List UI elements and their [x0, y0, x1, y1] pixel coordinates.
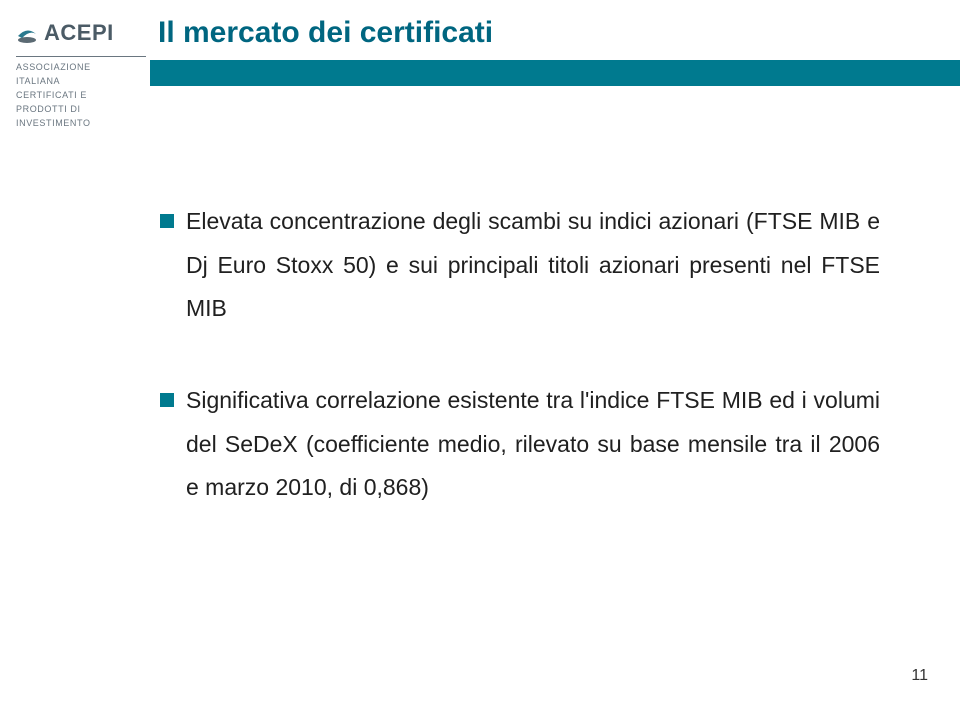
- logo-subtitle-line: ASSOCIAZIONE: [16, 61, 146, 75]
- bullet: Elevata concentrazione degli scambi su i…: [160, 200, 880, 331]
- content-area: Elevata concentrazione degli scambi su i…: [160, 200, 880, 558]
- bullet-text: Elevata concentrazione degli scambi su i…: [186, 200, 880, 331]
- logo-subtitle-line: CERTIFICATI E: [16, 89, 146, 103]
- slide: ACEPI ASSOCIAZIONE ITALIANA CERTIFICATI …: [0, 0, 960, 709]
- bullet-text: Significativa correlazione esistente tra…: [186, 379, 880, 510]
- header: Il mercato dei certificati: [150, 16, 960, 86]
- logo-subtitle-line: PRODOTTI DI: [16, 103, 146, 117]
- page-title: Il mercato dei certificati: [158, 16, 960, 50]
- page-number: 11: [911, 667, 928, 685]
- logo-block: ACEPI ASSOCIAZIONE ITALIANA CERTIFICATI …: [16, 20, 146, 131]
- bullet-square-icon: [160, 214, 174, 228]
- bullet-item: Elevata concentrazione degli scambi su i…: [160, 200, 880, 331]
- title-bar: [150, 60, 960, 86]
- bullet-item: Significativa correlazione esistente tra…: [160, 379, 880, 510]
- logo-icon: [16, 22, 38, 44]
- logo-subtitle-line: INVESTIMENTO: [16, 117, 146, 131]
- logo-subtitle-line: ITALIANA: [16, 75, 146, 89]
- bullet: Significativa correlazione esistente tra…: [160, 379, 880, 510]
- bullet-square-icon: [160, 393, 174, 407]
- logo-row: ACEPI: [16, 20, 146, 46]
- logo-brand-text: ACEPI: [44, 20, 114, 46]
- logo-subtitle: ASSOCIAZIONE ITALIANA CERTIFICATI E PROD…: [16, 56, 146, 131]
